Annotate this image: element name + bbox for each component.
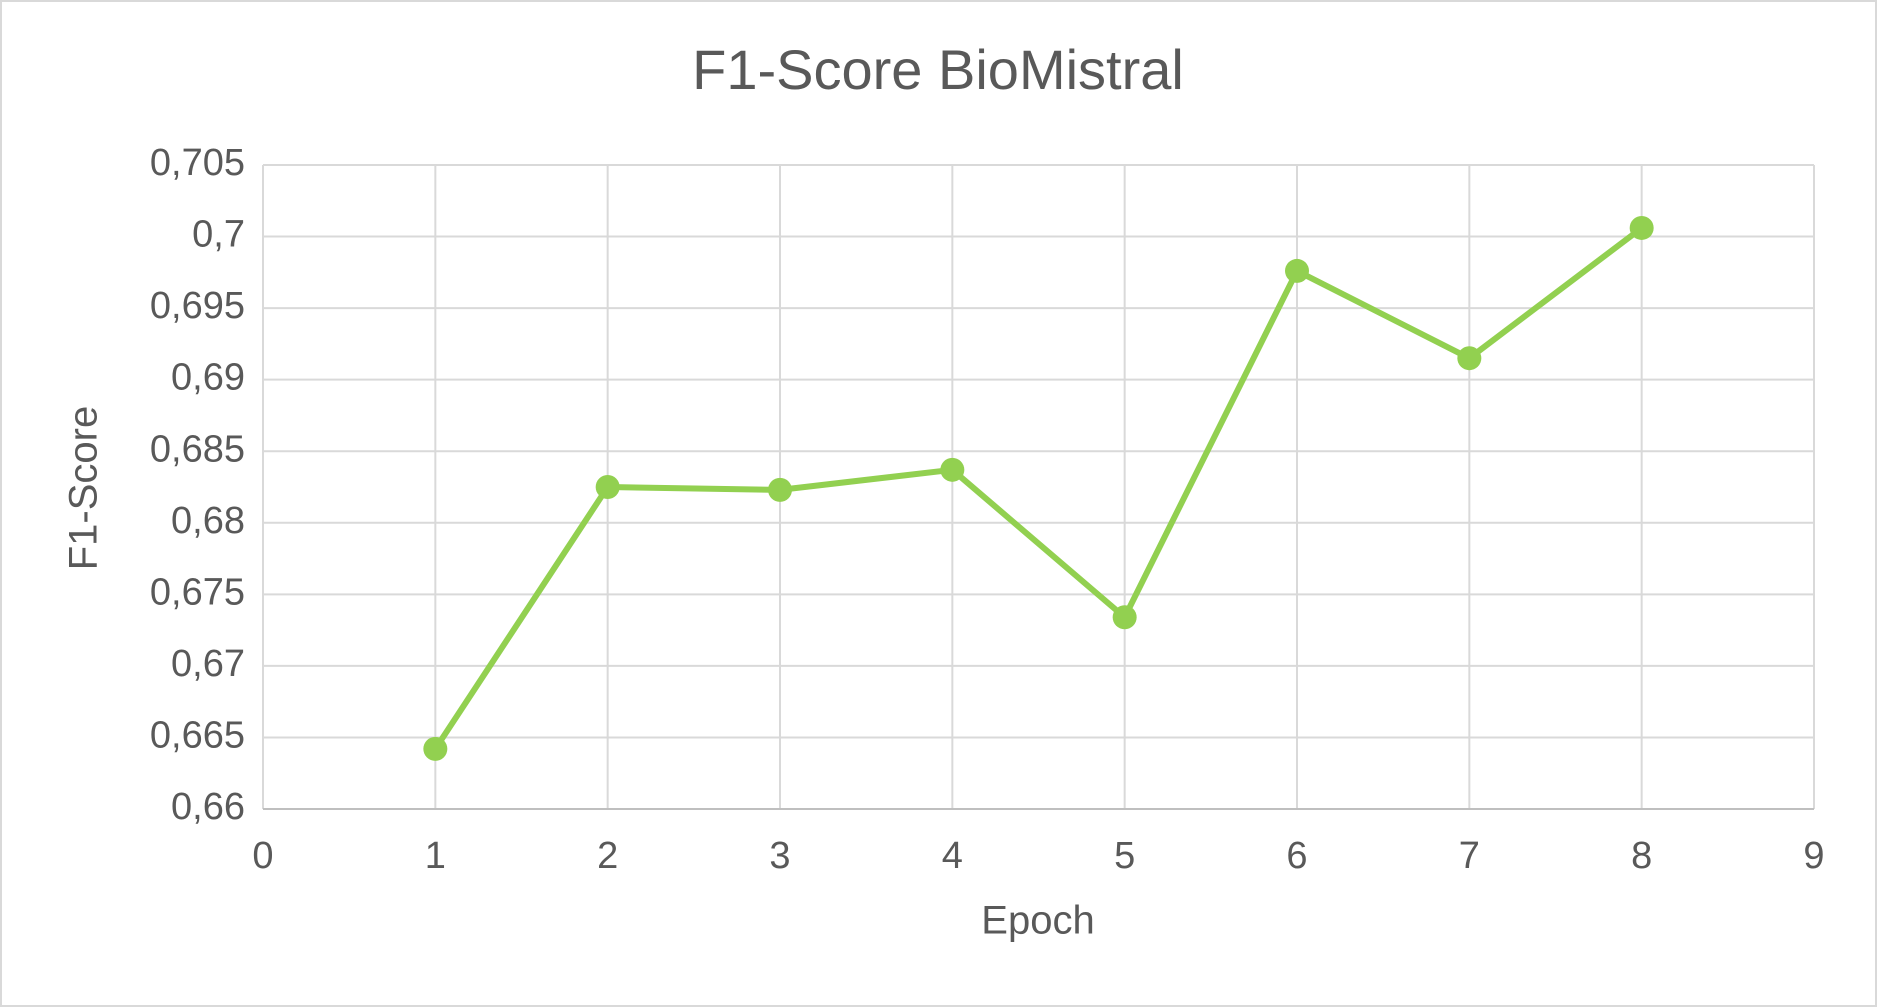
chart-title: F1-Score BioMistral	[692, 38, 1184, 101]
x-tick-label: 1	[425, 835, 446, 877]
y-tick-label: 0,69	[171, 357, 245, 399]
y-axis-label: F1-Score	[62, 406, 106, 571]
point	[1629, 215, 1654, 240]
point	[1457, 346, 1482, 371]
x-tick-label: 4	[942, 835, 963, 877]
y-tick-label: 0,705	[150, 142, 245, 184]
y-tick-label: 0,68	[171, 500, 245, 542]
y-tick-label: 0,665	[150, 714, 245, 756]
y-tick-label: 0,67	[171, 643, 245, 685]
y-tick-label: 0,66	[171, 786, 245, 828]
point	[768, 477, 792, 502]
series-line	[432, 225, 1644, 751]
point	[940, 457, 965, 482]
y-tick-label: 0,675	[150, 571, 245, 613]
y-tick-label: 0,685	[150, 428, 245, 470]
y-tick-label: 0,7	[192, 214, 245, 256]
x-tick-label: 7	[1459, 835, 1480, 877]
point	[1285, 258, 1309, 283]
y-tick-label: 0,695	[150, 285, 245, 327]
x-axis-label: Epoch	[981, 899, 1094, 943]
x-tick-label: 2	[597, 835, 618, 877]
point	[423, 736, 448, 761]
x-tick-label: 6	[1286, 835, 1307, 877]
x-tick-label: 8	[1631, 835, 1652, 877]
x-tick-label: 0	[252, 835, 273, 877]
x-tick-label: 9	[1803, 835, 1824, 877]
point	[1112, 605, 1137, 630]
x-tick-label: 5	[1114, 835, 1135, 877]
x-tick-label: 3	[769, 835, 790, 877]
point	[595, 475, 620, 499]
